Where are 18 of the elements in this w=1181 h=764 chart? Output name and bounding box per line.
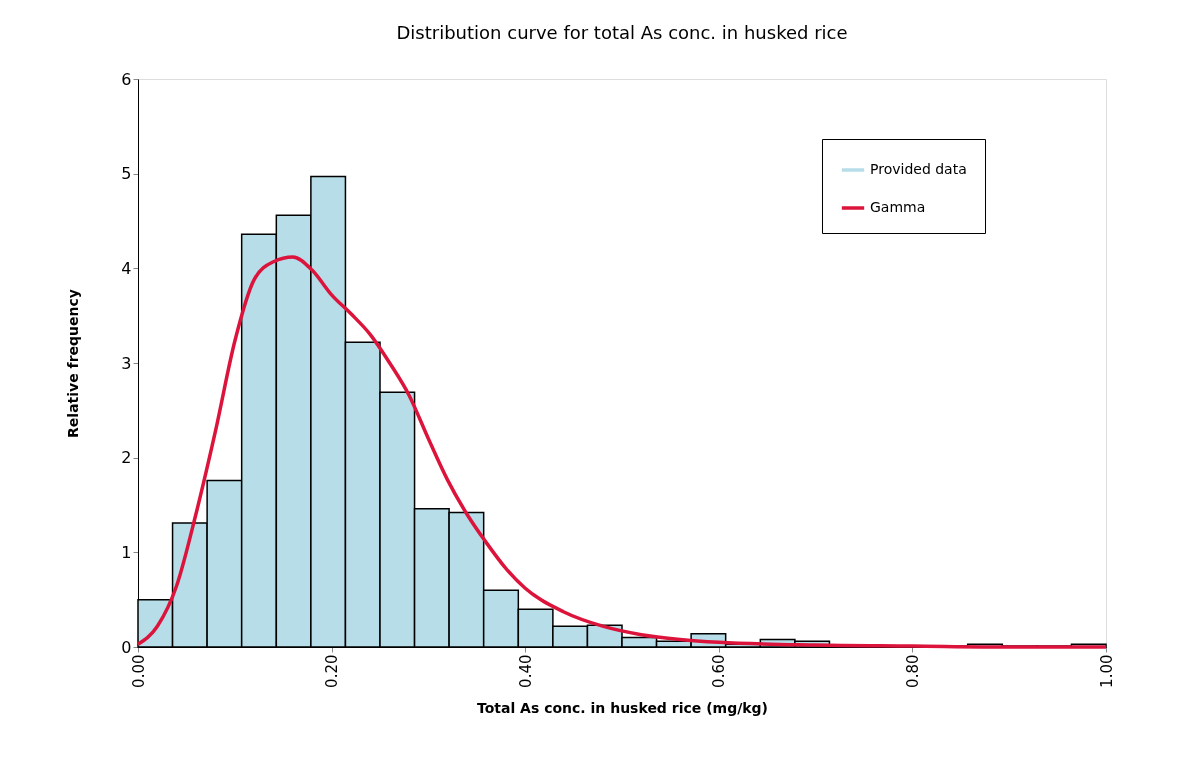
y-tick-label: 6 [121,69,132,89]
legend-label: Provided data [870,161,967,177]
x-tick-label: 0.20 [323,654,342,688]
legend-label: Gamma [870,199,926,215]
y-tick-label: 2 [121,448,132,468]
y-tick-label: 4 [121,258,132,278]
chart-title: Distribution curve for total As conc. in husked rice [396,22,848,43]
x-tick-label: 0.40 [516,654,535,688]
x-tick-label: 0.60 [710,654,729,688]
y-tick-label: 5 [121,164,132,184]
y-tick-label: 1 [121,542,132,562]
y-tick-label: 3 [121,353,132,373]
x-axis-title: Total As conc. in husked rice (mg/kg) [477,699,768,716]
x-tick-label: 0.80 [903,654,922,688]
y-tick-label: 0 [121,637,132,657]
y-axis-title: Relative frequency [65,289,82,438]
x-tick-label: 1.00 [1097,654,1116,688]
x-tick-label: 0.00 [129,654,148,688]
